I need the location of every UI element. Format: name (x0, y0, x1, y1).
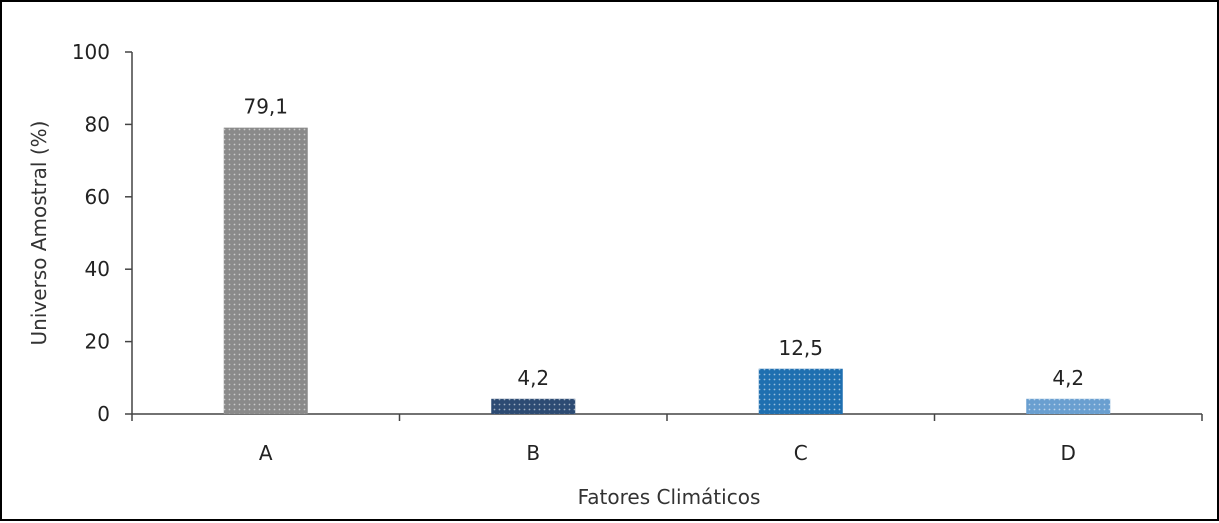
data-labels: 79,1 4,2 12,5 4,2 (243, 95, 1084, 390)
data-label: 79,1 (243, 95, 288, 119)
data-label: 12,5 (778, 336, 823, 360)
y-ticks: 0 20 40 60 80 100 (72, 40, 132, 426)
x-tick-label: C (794, 441, 808, 465)
bar-a (223, 127, 308, 415)
x-ticks: A B C D (131, 414, 1203, 465)
bar-dot-pattern (758, 368, 843, 414)
data-label: 4,2 (517, 366, 549, 390)
y-tick-label: 0 (97, 402, 110, 426)
y-tick-label: 20 (85, 330, 110, 354)
y-tick-label: 100 (72, 40, 110, 64)
y-axis-title: Universo Amostral (%) (27, 121, 51, 346)
bar-dot-pattern (223, 127, 308, 415)
data-label: 4,2 (1052, 366, 1084, 390)
bar-c (758, 368, 843, 414)
x-axis: A B C D (131, 413, 1203, 465)
x-tick-label: B (526, 441, 540, 465)
y-tick-label: 40 (85, 257, 110, 281)
x-axis-title: Fatores Climáticos (578, 485, 761, 509)
bar-dot-pattern (491, 398, 576, 414)
bar-b (491, 398, 576, 414)
bar-d (1026, 398, 1111, 414)
bar-dot-pattern (1026, 398, 1111, 414)
bars (223, 127, 1111, 415)
x-tick-label: A (259, 441, 273, 465)
x-tick-label: D (1061, 441, 1076, 465)
y-axis: 0 20 40 60 80 100 (72, 40, 133, 426)
y-tick-label: 60 (85, 185, 110, 209)
y-tick-label: 80 (85, 112, 110, 136)
